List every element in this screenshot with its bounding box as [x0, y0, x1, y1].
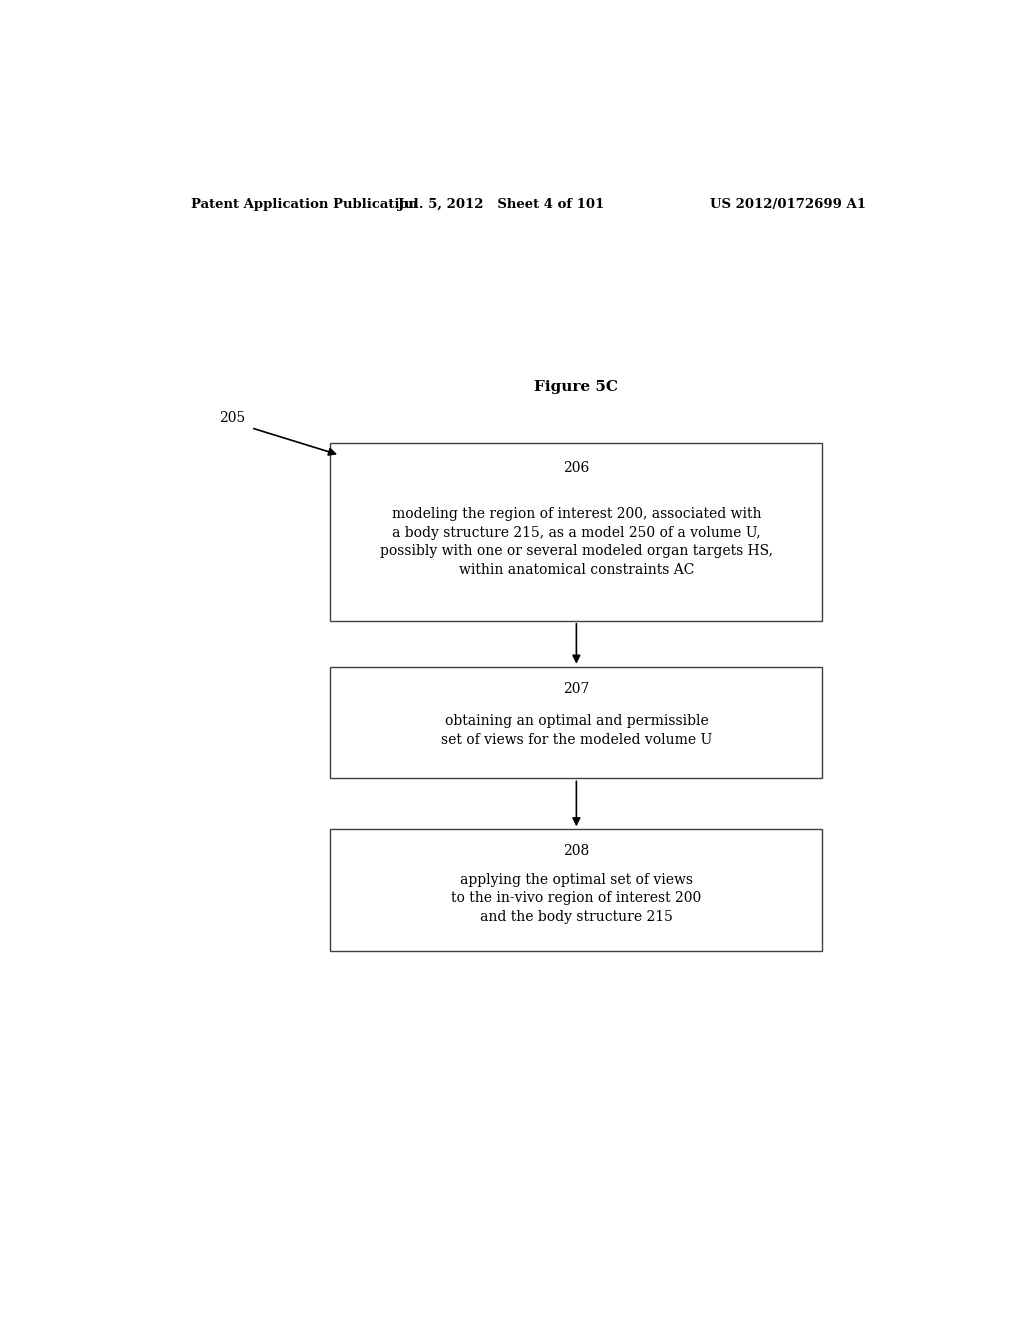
Text: modeling the region of interest 200, associated with
a body structure 215, as a : modeling the region of interest 200, ass…	[380, 507, 773, 577]
Text: 208: 208	[563, 845, 590, 858]
Text: 206: 206	[563, 461, 590, 475]
Bar	[331, 829, 822, 952]
Text: Jul. 5, 2012   Sheet 4 of 101: Jul. 5, 2012 Sheet 4 of 101	[398, 198, 604, 211]
Bar	[331, 667, 822, 779]
Text: 207: 207	[563, 682, 590, 696]
Text: applying the optimal set of views
to the in-vivo region of interest 200
and the : applying the optimal set of views to the…	[452, 873, 701, 924]
Text: Figure 5C: Figure 5C	[535, 380, 618, 395]
Text: US 2012/0172699 A1: US 2012/0172699 A1	[710, 198, 866, 211]
Text: 205: 205	[219, 411, 246, 425]
Bar	[331, 444, 822, 620]
Text: obtaining an optimal and permissible
set of views for the modeled volume U: obtaining an optimal and permissible set…	[440, 714, 712, 747]
Text: Patent Application Publication: Patent Application Publication	[191, 198, 418, 211]
